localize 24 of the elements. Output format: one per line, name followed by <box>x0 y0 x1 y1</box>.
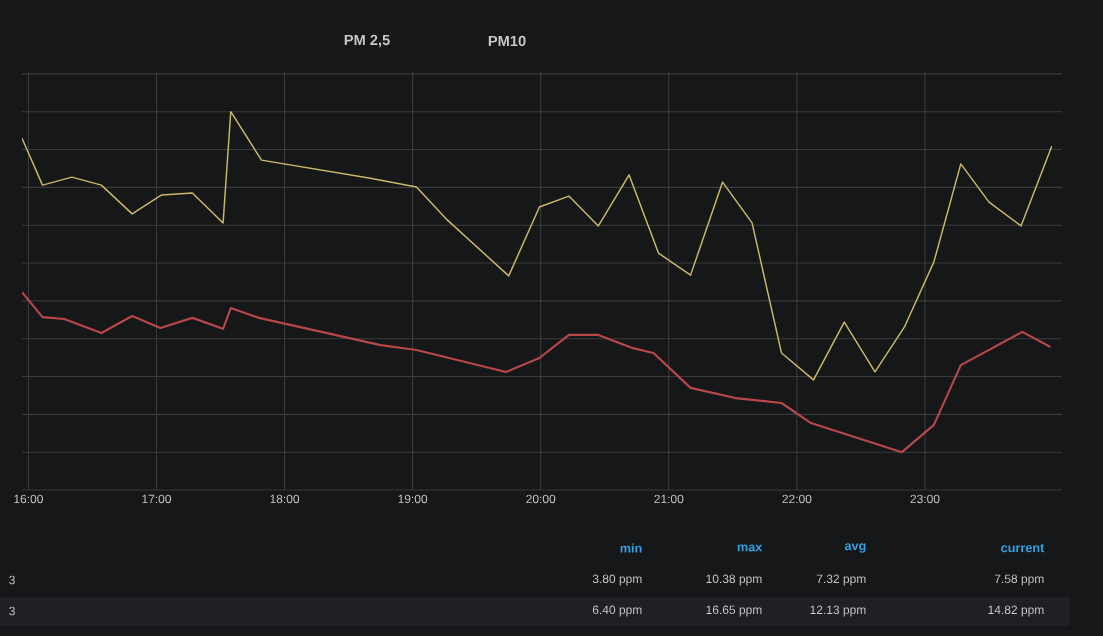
text: 7.32 ppm <box>816 574 866 586</box>
text: 10.38 ppm <box>706 574 762 586</box>
x-tick-label: 18:00 <box>270 494 300 504</box>
text: 3 <box>9 606 15 616</box>
text: 3.80 ppm <box>592 574 642 586</box>
text: current <box>1001 543 1045 553</box>
x-tick-label: 16:00 <box>14 494 43 504</box>
text: max <box>737 544 763 552</box>
x-tick-label: 19:00 <box>398 494 428 504</box>
x-tick-label: 17:00 <box>142 494 172 504</box>
text: 14.82 ppm <box>988 605 1044 617</box>
x-tick-label: 21:00 <box>654 494 684 504</box>
x-tick-label: 22:00 <box>782 494 812 504</box>
text: PM10 <box>488 35 526 47</box>
text: 7.58 ppm <box>994 574 1044 586</box>
text: 12.13 ppm <box>810 605 866 617</box>
x-tick-label: 20:00 <box>526 494 556 504</box>
text: 6.40 ppm <box>592 605 642 617</box>
x-tick-label: 23:00 <box>910 494 940 504</box>
text: 3 <box>9 575 15 585</box>
text: 16.65 ppm <box>706 605 762 617</box>
text: PM 2,5 <box>344 34 390 48</box>
text: avg <box>844 543 866 553</box>
text: min <box>620 543 642 553</box>
